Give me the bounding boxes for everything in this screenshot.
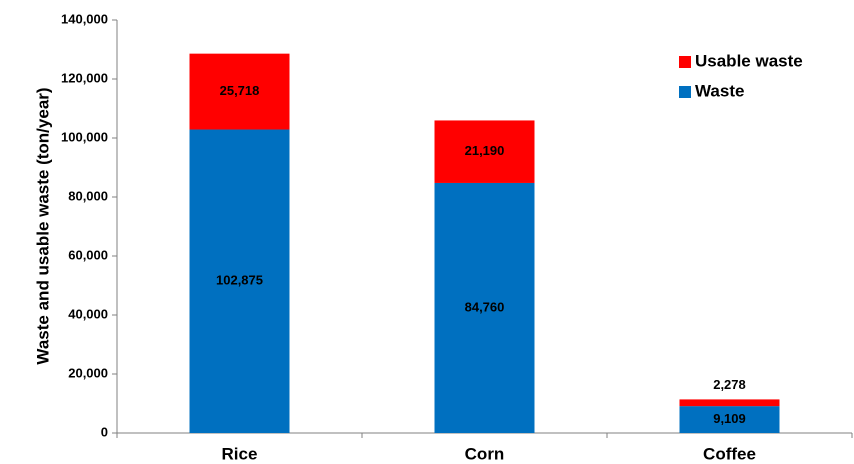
bar-waste-coffee (679, 406, 780, 433)
bar-usable-waste-coffee (679, 399, 780, 407)
y-axis-ticks: 0 20,000 40,000 60,000 80,000 100,000 120,000 1… (61, 11, 117, 439)
bar-waste-corn (434, 182, 535, 433)
y-axis-label: Waste and usable waste (ton/year) (33, 87, 52, 364)
bar-usable-waste-corn (434, 120, 535, 183)
y-tick-label: 20,000 (68, 365, 108, 380)
y-tick-label: 80,000 (68, 188, 108, 203)
data-label-waste-coffee: 9,109 (713, 411, 746, 426)
y-tick-label: 140,000 (61, 11, 108, 26)
data-labels: 102,875 25,718 84,760 21,190 9,109 2,278 (216, 83, 746, 426)
legend-label-usable-waste: Usable waste (695, 51, 803, 70)
y-tick-label: 60,000 (68, 247, 108, 262)
data-label-usable-waste-rice: 25,718 (220, 83, 260, 98)
x-category-label: Corn (465, 444, 505, 463)
x-category-label: Rice (222, 444, 258, 463)
legend-swatch-waste (679, 86, 691, 98)
bar-usable-waste-rice (189, 53, 290, 130)
legend: Usable waste Waste (679, 51, 803, 100)
y-tick-label: 0 (101, 424, 108, 439)
data-label-usable-waste-coffee: 2,278 (713, 377, 746, 392)
data-label-usable-waste-corn: 21,190 (465, 143, 505, 158)
y-tick-label: 120,000 (61, 70, 108, 85)
y-tick-label: 100,000 (61, 129, 108, 144)
y-tick-label: 40,000 (68, 306, 108, 321)
data-label-waste-corn: 84,760 (465, 299, 505, 314)
x-category-label: Coffee (703, 444, 756, 463)
x-axis-categories: Rice Corn Coffee (222, 444, 756, 463)
legend-label-waste: Waste (695, 81, 744, 100)
legend-swatch-usable-waste (679, 56, 691, 68)
data-label-waste-rice: 102,875 (216, 273, 263, 288)
bar-waste-rice (189, 129, 290, 434)
bars (189, 53, 780, 434)
